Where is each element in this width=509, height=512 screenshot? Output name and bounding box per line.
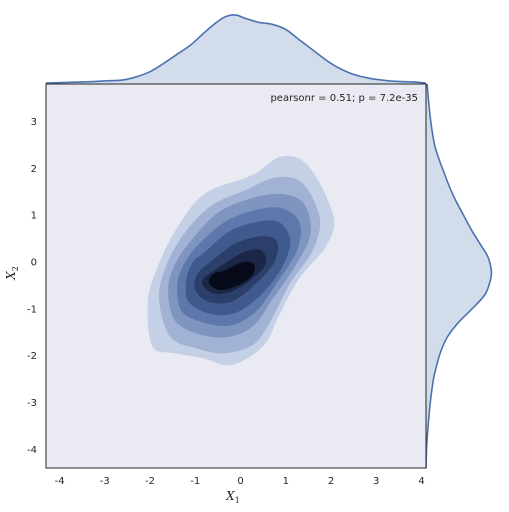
x-tick-label: 4	[418, 476, 424, 487]
contour-level-8	[208, 261, 255, 291]
x-tick-label: -1	[190, 476, 200, 487]
y-tick-label: -1	[27, 304, 37, 315]
kde-contours	[147, 156, 335, 366]
y-tick-label: -2	[27, 351, 37, 362]
x-tick-label: 2	[328, 476, 334, 487]
right-marginal-density	[425, 83, 493, 469]
pearson-annotation: pearsonr = 0.51; p = 7.2e-35	[270, 93, 418, 104]
y-tick-label: -3	[27, 398, 37, 409]
y-tick-label: -4	[27, 445, 37, 456]
y-tick-label: 3	[31, 117, 37, 128]
right-marginal-fill	[426, 84, 492, 468]
x-tick-label: 3	[373, 476, 379, 487]
top-marginal-density	[45, 14, 427, 85]
top-marginal-fill	[46, 14, 426, 85]
x-tick-label: 1	[283, 476, 289, 487]
y-tick-label: 2	[31, 164, 37, 175]
y-tick-label: 1	[31, 211, 37, 222]
right-marginal-line	[425, 83, 493, 469]
x-tick-label: 0	[237, 476, 243, 487]
x-axis-ticks: -4 -3 -2 -1 0 1 2 3 4	[55, 476, 425, 487]
x-tick-label: -3	[100, 476, 110, 487]
x-axis-label: X1	[225, 489, 240, 505]
y-tick-label: 0	[31, 258, 37, 269]
y-axis-ticks: -4 -3 -2 -1 0 1 2 3	[27, 117, 37, 456]
x-tick-label: -2	[145, 476, 155, 487]
x-tick-label: -4	[55, 476, 65, 487]
y-axis-label: X2	[4, 266, 20, 281]
top-marginal-line	[45, 14, 427, 84]
plot-frame	[45, 83, 427, 469]
